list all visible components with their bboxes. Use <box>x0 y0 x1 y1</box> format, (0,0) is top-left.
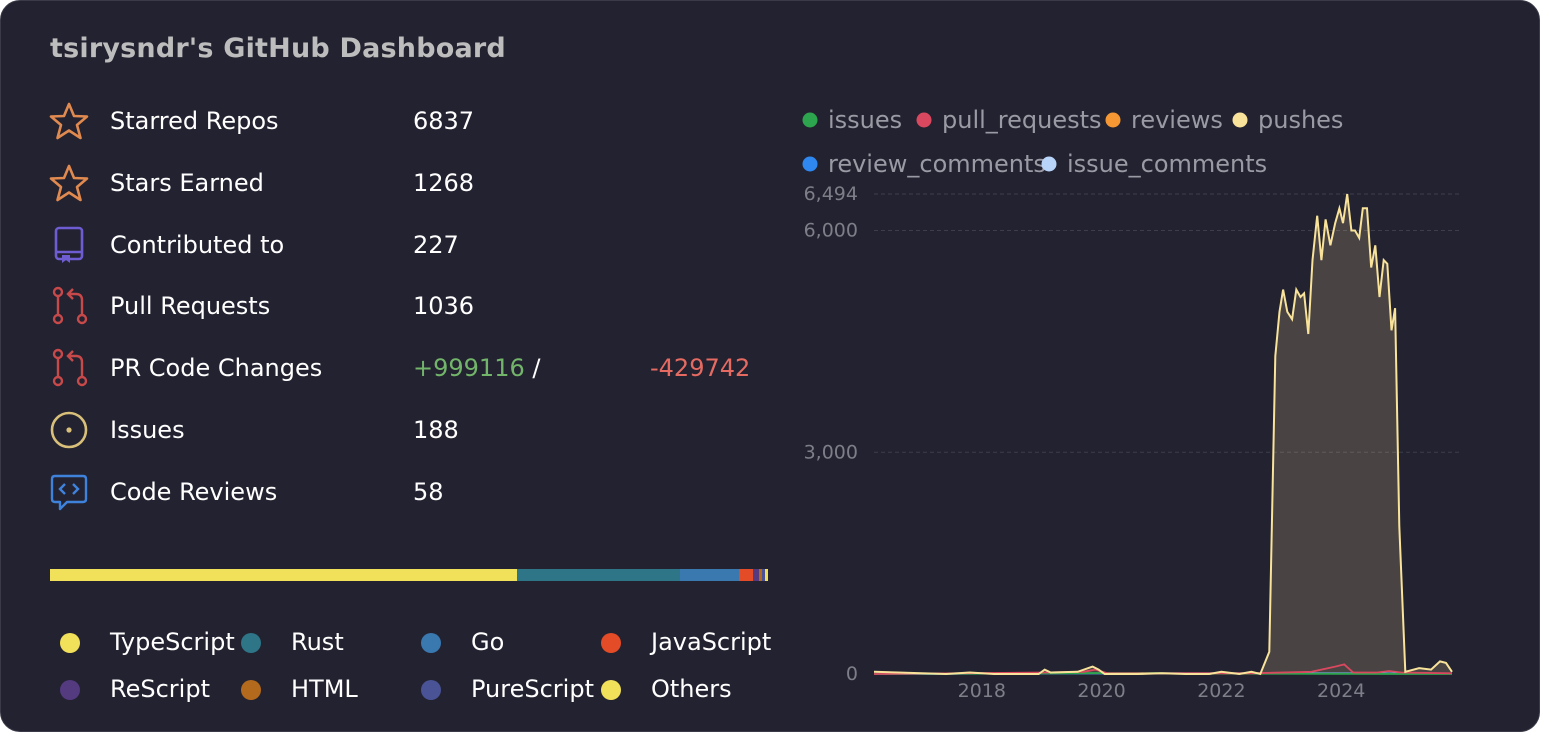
stat-label: Contributed to <box>110 230 285 259</box>
legend-label-review-comments: review_comments <box>828 150 1046 178</box>
stat-code-reviews: Code Reviews 58 <box>49 470 779 532</box>
language-bar-segment-rust <box>517 569 681 581</box>
legend-label-issue-comments: issue_comments <box>1067 150 1267 178</box>
stat-label: Issues <box>110 415 185 444</box>
legend-dot <box>60 633 80 653</box>
legend-label: JavaScript <box>651 628 772 656</box>
x-tick-label: 2022 <box>1197 680 1245 701</box>
repo-icon <box>54 226 84 263</box>
star-icon <box>49 102 89 140</box>
separator: / <box>532 354 541 383</box>
stat-value: 1268 <box>413 168 475 197</box>
legend-dot-reviews <box>1105 112 1121 128</box>
language-bar-segment-go <box>680 569 740 581</box>
stat-value: 6837 <box>413 107 475 135</box>
legend-label: TypeScript <box>110 628 235 656</box>
stat-label: Pull Requests <box>110 292 271 321</box>
stats-list: Starred Repos 6837 Stars Earned 1268 Con… <box>49 99 779 532</box>
legend-label: PureScript <box>471 675 594 703</box>
language-bar-segment-rescript <box>752 569 760 581</box>
y-tick-label: 6,494 <box>804 183 858 205</box>
stat-value: 227 <box>413 230 459 259</box>
stat-label: Code Reviews <box>110 477 278 506</box>
stat-pull-requests: Pull Requests 1036 <box>49 284 779 346</box>
y-tick-label: 3,000 <box>804 441 858 463</box>
x-tick-label: 2024 <box>1317 680 1365 701</box>
stat-contributed-to: Contributed to 227 <box>49 223 779 285</box>
legend-label-reviews: reviews <box>1131 106 1223 134</box>
legend-dot <box>241 633 261 653</box>
code-review-icon <box>50 474 88 510</box>
stat-label: Stars Earned <box>110 168 264 197</box>
legend-label: Go <box>471 628 505 656</box>
lines-added: +999116 <box>413 354 525 383</box>
legend-dot <box>60 680 80 700</box>
language-bar-segment-typescript <box>50 569 518 581</box>
legend-dot-issue-comments <box>1041 156 1057 172</box>
lines-removed: -429742 <box>650 354 751 383</box>
legend-dot <box>421 680 441 700</box>
language-bar <box>50 569 768 581</box>
stat-value: 188 <box>413 415 459 444</box>
legend-dot <box>601 633 621 653</box>
language-bar-segment-others <box>765 569 768 581</box>
legend-dot-review-comments <box>802 156 818 172</box>
legend-label: HTML <box>291 675 358 703</box>
star-icon <box>49 164 89 202</box>
legend-label-pull-requests: pull_requests <box>942 106 1102 134</box>
legend-dot <box>601 680 621 700</box>
legend-dot <box>421 633 441 653</box>
legend-dot <box>241 680 261 700</box>
legend-label: Rust <box>291 628 344 656</box>
issue-icon <box>50 411 88 449</box>
stat-value: 58 <box>413 477 444 506</box>
x-tick-label: 2018 <box>958 680 1006 701</box>
legend-dot-pushes <box>1232 112 1248 128</box>
pull-requests-line <box>873 663 1453 675</box>
legend-dot-issues <box>802 112 818 128</box>
stat-label: Starred Repos <box>110 107 279 135</box>
stat-starred-repos: Starred Repos 6837 <box>49 99 779 161</box>
language-bar-segment-javascript <box>739 569 753 581</box>
pushes-line <box>873 193 1453 676</box>
stat-issues: Issues 188 <box>49 408 779 470</box>
legend-label-pushes: pushes <box>1258 106 1343 134</box>
stat-pr-code-changes: PR Code Changes +999116 / -429742 <box>49 346 779 408</box>
stat-label: PR Code Changes <box>110 354 323 383</box>
stat-stars-earned: Stars Earned 1268 <box>49 161 779 223</box>
stat-value-changes: +999116 / <box>413 354 540 382</box>
pull-request-icon <box>52 348 88 387</box>
activity-chart: issues pull_requests reviews pushes review_c… <box>802 106 1461 701</box>
pushes-area <box>874 194 1452 674</box>
legend-dot-pull-requests <box>916 112 932 128</box>
stat-value: 1036 <box>413 292 475 321</box>
pull-request-icon <box>52 287 88 325</box>
language-bar-segment-purescript <box>761 569 766 581</box>
legend-label-issues: issues <box>828 106 902 134</box>
language-bar-segment-html <box>759 569 762 581</box>
y-tick-label: 6,000 <box>804 220 858 242</box>
legend-label: ReScript <box>110 675 210 703</box>
y-tick-label: 0 <box>846 663 858 685</box>
x-tick-label: 2020 <box>1077 680 1125 701</box>
legend-label: Others <box>651 675 732 703</box>
page-title: tsirysndr's GitHub Dashboard <box>50 33 506 64</box>
